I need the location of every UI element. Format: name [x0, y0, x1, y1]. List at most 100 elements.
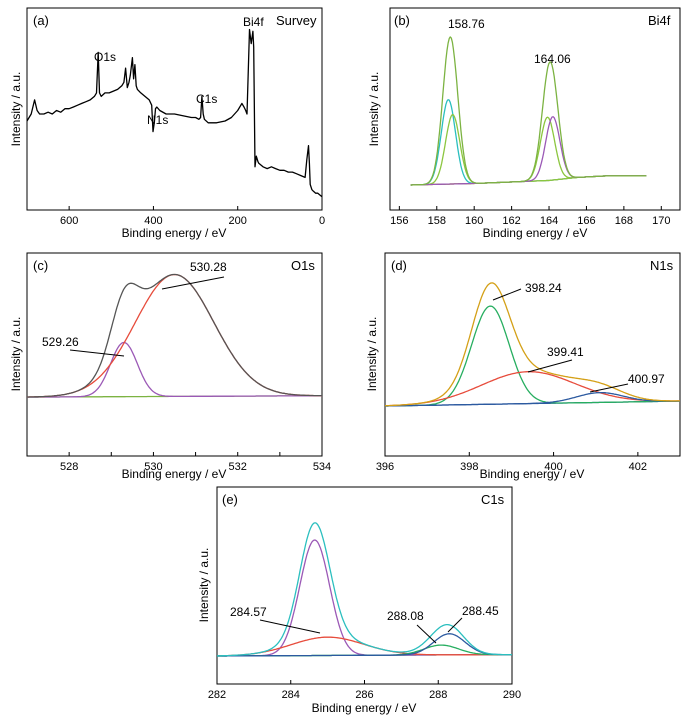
fit-component-peak	[217, 636, 512, 657]
peak-label-leader	[416, 624, 437, 644]
x-tick-label: 282	[208, 689, 226, 701]
peak-label: 529.26	[42, 335, 79, 349]
x-ticks: 528 530 532 534	[60, 452, 331, 473]
annotations: 284.57 288.08 288.45	[230, 604, 499, 644]
x-tick-label: 402	[629, 461, 647, 473]
peak-annotation: Bi4f	[243, 15, 264, 29]
x-tick-label: 160	[465, 215, 483, 227]
x-tick-label: 158	[428, 215, 446, 227]
series-group	[385, 282, 680, 407]
plot-frame	[389, 7, 681, 211]
peak-label: 164.06	[534, 52, 571, 66]
fit-envelope-line	[385, 282, 680, 407]
annotations: 398.24 399.41 400.97	[492, 281, 665, 393]
panel-title: C1s	[481, 492, 505, 507]
peak-label-leader	[161, 276, 225, 290]
x-tick-label: 534	[313, 461, 331, 473]
y-axis-label: Intensity / a.u.	[9, 317, 23, 392]
peak-label-leader	[447, 617, 463, 633]
fit-component-peak	[217, 633, 512, 657]
x-tick-label: 200	[229, 215, 247, 227]
x-tick-label: 600	[60, 215, 78, 227]
peak-label: 399.41	[547, 345, 584, 359]
peak-annotation: N1s	[147, 113, 168, 127]
y-axis-label: Intensity / a.u.	[197, 548, 211, 623]
panel-title: Survey	[276, 13, 317, 28]
x-ticks: 282 284 286 288 290	[208, 680, 521, 701]
peak-label: 288.45	[462, 604, 499, 618]
peak-annotation: O1s	[94, 50, 116, 64]
panel-c-o1s: (c) O1s Binding energy / eV Intensity / …	[9, 252, 331, 481]
plot-frame	[26, 252, 323, 457]
fit-envelope-line	[27, 273, 322, 398]
fit-component-peak	[217, 539, 512, 657]
panel-label: (e)	[222, 492, 238, 507]
panel-label: (b)	[394, 13, 410, 28]
x-tick-label: 0	[319, 215, 325, 227]
x-tick-label: 288	[429, 689, 447, 701]
fit-component-peak	[385, 391, 680, 407]
peak-label: 284.57	[230, 605, 267, 619]
panel-label: (a)	[33, 13, 49, 28]
series-group	[217, 522, 512, 657]
x-ticks: 396 398 400 402	[376, 452, 647, 473]
panel-label: (c)	[33, 258, 48, 273]
x-axis-label: Binding energy / eV	[122, 467, 227, 481]
fit-component-peak	[410, 116, 647, 186]
x-tick-label: 530	[144, 461, 162, 473]
x-tick-label: 166	[577, 215, 595, 227]
y-axis-label: Intensity / a.u.	[9, 72, 23, 147]
x-ticks: 156 158 160 162 164 166 168 170	[390, 206, 670, 227]
panel-d-n1s: (d) N1s Binding energy / eV Intensity / …	[365, 252, 681, 481]
peak-label: 288.08	[387, 609, 424, 623]
panel-title: Bi4f	[648, 13, 671, 28]
x-tick-label: 170	[652, 215, 670, 227]
x-axis-label: Binding energy / eV	[483, 226, 588, 240]
peak-label-leader	[589, 383, 629, 393]
panel-title: N1s	[650, 258, 674, 273]
peak-label-leader	[259, 619, 321, 634]
x-tick-label: 396	[376, 461, 394, 473]
annotations: O1s N1s C1s Bi4f	[94, 15, 264, 127]
annotations: 530.28 529.26	[42, 260, 227, 357]
x-tick-label: 290	[503, 689, 521, 701]
panel-a-survey: (a) Survey Binding energy / eV Intensity…	[9, 7, 325, 240]
peak-label-leader	[69, 349, 125, 357]
fit-component-peak	[385, 305, 680, 407]
x-tick-label: 156	[390, 215, 408, 227]
x-ticks: 600 400 200 0	[60, 206, 325, 227]
peak-label: 398.24	[525, 281, 562, 295]
panel-e-c1s: (e) C1s Binding energy / eV Intensity / …	[197, 486, 521, 715]
x-axis-label: Binding energy / eV	[480, 467, 585, 481]
x-tick-label: 398	[460, 461, 478, 473]
y-axis-label: Intensity / a.u.	[367, 72, 381, 147]
x-tick-label: 532	[229, 461, 247, 473]
x-tick-label: 400	[144, 215, 162, 227]
x-axis-label: Binding energy / eV	[122, 226, 227, 240]
series-group	[410, 36, 647, 186]
fit-envelope-line	[410, 36, 647, 186]
x-axis-label: Binding energy / eV	[312, 701, 417, 715]
fit-component-peak	[385, 371, 680, 407]
panel-title: O1s	[291, 258, 315, 273]
peak-label-leader	[492, 288, 522, 301]
x-tick-label: 162	[502, 215, 520, 227]
panel-b-bi4f: (b) Bi4f Binding energy / eV Intensity /…	[367, 7, 681, 240]
series-group	[26, 28, 323, 198]
fit-envelope-line	[217, 522, 512, 657]
peak-annotation: C1s	[196, 92, 217, 106]
survey-spectrum-line	[26, 28, 323, 198]
x-tick-label: 528	[60, 461, 78, 473]
plot-frame	[26, 7, 323, 211]
x-tick-label: 286	[355, 689, 373, 701]
peak-label-leader	[527, 359, 573, 373]
plot-frame	[384, 252, 681, 457]
x-tick-label: 164	[540, 215, 558, 227]
peak-label: 158.76	[448, 17, 485, 31]
fit-component-peak	[410, 113, 647, 186]
fit-component-peak	[27, 341, 323, 398]
x-tick-label: 400	[544, 461, 562, 473]
x-tick-label: 284	[282, 689, 300, 701]
x-tick-label: 168	[615, 215, 633, 227]
